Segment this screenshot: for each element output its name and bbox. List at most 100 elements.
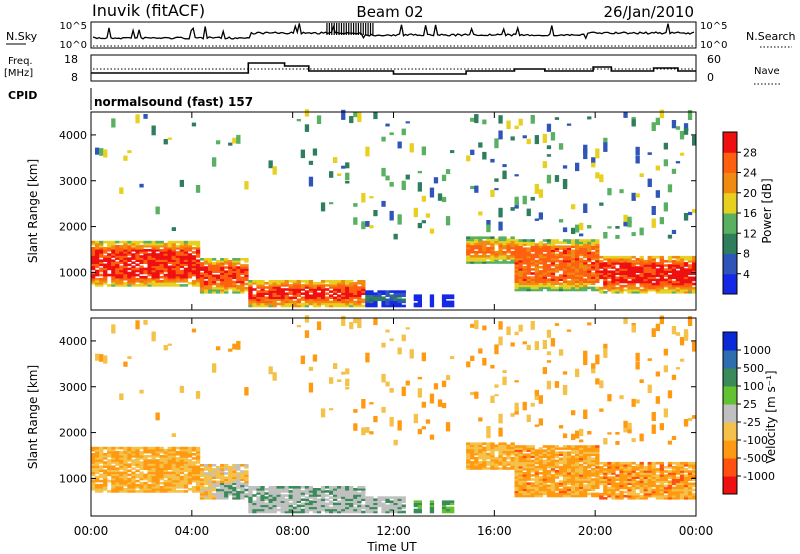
power-cell <box>671 260 677 263</box>
x-tick-label: 00:00 <box>679 524 714 538</box>
power-cell <box>546 284 552 288</box>
power-cell <box>216 284 221 288</box>
velocity-cell <box>538 482 543 485</box>
power-cell <box>518 284 523 288</box>
velocity-cell <box>131 453 136 456</box>
power-cell <box>470 240 475 244</box>
velocity-cell <box>530 461 535 465</box>
velocity-cell <box>316 492 322 495</box>
velocity-cell <box>135 461 140 464</box>
power-cell <box>155 253 160 256</box>
power-cell <box>264 282 269 285</box>
nave-tick-bottom: 0 <box>707 71 714 84</box>
colorbar-segment <box>723 368 737 387</box>
velocity-cell <box>692 484 697 488</box>
power-cell <box>91 265 96 269</box>
power-cell <box>377 294 382 297</box>
velocity-cell <box>631 470 636 473</box>
velocity-cell <box>639 478 644 481</box>
power-cell <box>554 257 560 261</box>
power-cell <box>244 276 249 280</box>
velocity-cell <box>151 469 156 473</box>
velocity-cell <box>490 446 495 450</box>
power-cell <box>587 278 592 281</box>
power-cell <box>103 265 108 269</box>
power-cell <box>191 267 197 271</box>
power-cell <box>599 274 604 278</box>
velocity-cell <box>151 473 156 477</box>
power-cell <box>127 263 132 267</box>
velocity-cell <box>320 408 326 418</box>
velocity-cell <box>296 325 301 328</box>
velocity-cell <box>615 476 620 479</box>
velocity-cell <box>619 466 624 469</box>
velocity-cell <box>337 510 342 514</box>
velocity-cell <box>272 508 277 512</box>
power-cell <box>224 262 229 265</box>
velocity-cell <box>441 402 447 409</box>
power-cell <box>583 266 588 269</box>
velocity-cell <box>534 467 539 471</box>
power-cell <box>671 255 677 259</box>
power-cell <box>595 247 600 250</box>
power-cell <box>623 272 628 275</box>
power-cell <box>228 274 233 278</box>
power-cell <box>583 288 588 292</box>
velocity-cell <box>655 492 660 496</box>
velocity-cell <box>167 463 172 466</box>
power-cell <box>591 280 596 283</box>
velocity-cell <box>675 490 681 494</box>
velocity-cell <box>183 490 189 493</box>
power-cell <box>595 253 600 257</box>
power-cell <box>494 250 499 254</box>
power-cell <box>441 298 447 302</box>
power-cell <box>216 282 221 286</box>
velocity-cell <box>466 446 471 450</box>
power-cell <box>300 280 305 283</box>
velocity-cell <box>220 480 225 484</box>
velocity-cell <box>534 476 539 479</box>
power-cell <box>95 280 100 283</box>
velocity-cell <box>107 471 112 475</box>
velocity-cell <box>542 463 547 467</box>
velocity-cell <box>349 492 354 495</box>
power-cell <box>558 282 564 286</box>
velocity-cell <box>131 463 136 466</box>
power-cell <box>195 242 201 246</box>
power-cell <box>587 247 592 250</box>
power-cell <box>119 265 124 269</box>
velocity-cell <box>381 510 386 514</box>
power-cell <box>542 243 547 246</box>
power-cell <box>329 300 334 304</box>
power-cell <box>603 137 608 143</box>
power-cell <box>333 282 338 285</box>
velocity-cell <box>486 463 491 466</box>
velocity-cell <box>417 388 422 398</box>
velocity-cell <box>111 481 116 485</box>
power-cell <box>595 243 600 246</box>
velocity-cell <box>683 480 689 484</box>
velocity-cell <box>353 317 358 324</box>
velocity-cell <box>220 490 225 494</box>
velocity-cell <box>232 476 237 479</box>
power-cell <box>220 268 225 271</box>
power-cell <box>655 255 660 259</box>
velocity-cell <box>607 494 612 498</box>
velocity-cell <box>389 388 394 393</box>
velocity-cell <box>107 446 112 450</box>
power-cell <box>155 261 160 264</box>
power-cell <box>127 259 132 262</box>
x-tick-label: 12:00 <box>376 524 411 538</box>
power-cell <box>369 298 374 302</box>
velocity-cell <box>272 504 277 508</box>
power-cell <box>498 115 503 124</box>
power-cell <box>534 274 539 277</box>
velocity-cell <box>522 490 527 494</box>
velocity-cell <box>276 490 281 493</box>
velocity-cell <box>583 490 588 494</box>
velocity-cell <box>345 498 350 501</box>
power-cell <box>143 261 148 264</box>
power-cell <box>95 259 100 262</box>
velocity-cell <box>534 484 539 487</box>
